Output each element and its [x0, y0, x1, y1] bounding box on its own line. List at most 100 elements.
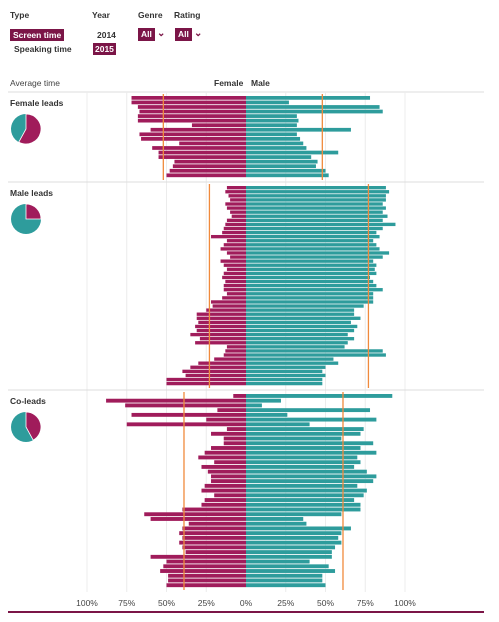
- female-bar: [223, 263, 246, 267]
- male-bar: [246, 218, 383, 222]
- male-bar: [246, 394, 393, 398]
- female-bar: [223, 288, 246, 292]
- male-bar: [246, 507, 361, 512]
- type-option-speaking-time[interactable]: Speaking time: [14, 44, 72, 54]
- male-bar: [246, 332, 348, 337]
- female-bar: [223, 283, 246, 288]
- male-bar: [246, 479, 374, 484]
- female-bar: [226, 186, 246, 190]
- genre-select[interactable]: All: [138, 28, 155, 41]
- male-bar: [246, 234, 380, 239]
- female-bar: [199, 337, 246, 341]
- rating-select[interactable]: All: [175, 28, 192, 41]
- male-bar: [246, 214, 388, 218]
- male-bar: [246, 573, 323, 578]
- male-bar: [246, 408, 371, 413]
- male-bar: [246, 483, 358, 488]
- female-bar: [158, 155, 246, 159]
- female-bar: [139, 132, 246, 137]
- genre-chevron-down-icon[interactable]: ⌄: [157, 28, 166, 39]
- male-bar: [246, 531, 342, 536]
- male-bar: [246, 118, 299, 123]
- male-bar: [246, 464, 355, 469]
- female-bar: [222, 296, 246, 300]
- female-bar: [150, 517, 246, 521]
- year-option-2015[interactable]: 2015: [93, 43, 116, 55]
- male-bar: [246, 436, 342, 441]
- male-bar: [246, 96, 371, 100]
- female-bar: [201, 464, 246, 469]
- female-bar: [106, 398, 246, 403]
- female-bar: [131, 412, 246, 417]
- male-bar: [246, 127, 351, 132]
- type-option-screen-time[interactable]: Screen time: [10, 29, 65, 41]
- female-bar: [211, 234, 246, 239]
- female-bar: [174, 159, 246, 164]
- male-bar: [246, 259, 374, 263]
- male-bar: [246, 168, 326, 173]
- female-bar: [204, 483, 246, 488]
- male-bar: [246, 296, 374, 300]
- male-bar: [246, 412, 288, 417]
- male-bar: [246, 300, 374, 304]
- female-bar: [160, 569, 246, 573]
- female-bar: [222, 275, 246, 280]
- female-bar: [182, 545, 246, 550]
- male-bar: [246, 312, 355, 316]
- female-bar: [206, 308, 246, 312]
- male-bar: [246, 455, 358, 460]
- female-bar: [225, 279, 246, 284]
- female-bar: [179, 531, 246, 536]
- male-bar: [246, 186, 386, 190]
- male-bar: [246, 498, 355, 502]
- female-bar: [182, 369, 246, 374]
- female-bar: [163, 564, 246, 569]
- female-bar: [214, 357, 246, 361]
- female-bar: [195, 341, 246, 345]
- male-bar: [246, 493, 364, 498]
- male-bar: [246, 239, 374, 243]
- type-label: Type: [10, 10, 30, 20]
- female-bar: [198, 361, 246, 365]
- female-bar: [225, 202, 246, 206]
- x-tick-label: 100%: [394, 598, 416, 608]
- male-bar: [246, 190, 390, 194]
- pie-female-slice: [18, 113, 42, 145]
- panel-label-co-leads: Co-leads: [10, 396, 46, 406]
- male-bar: [246, 349, 383, 353]
- female-bar: [211, 446, 246, 450]
- female-bar: [231, 214, 246, 218]
- male-bar: [246, 545, 336, 550]
- female-bar: [211, 431, 246, 436]
- male-bar: [246, 469, 367, 474]
- x-tick-label: 25%: [277, 598, 294, 608]
- female-bar: [230, 210, 246, 214]
- rating-chevron-down-icon[interactable]: ⌄: [194, 28, 203, 39]
- female-bar: [166, 377, 246, 382]
- male-bar: [246, 202, 383, 206]
- male-bar: [246, 502, 361, 507]
- male-bar: [246, 109, 383, 114]
- pie-female-slice: [25, 411, 42, 441]
- male-bar: [246, 114, 297, 118]
- male-bar: [246, 324, 358, 329]
- male-header: Male: [251, 78, 270, 88]
- female-bar: [223, 436, 246, 441]
- female-bar: [185, 550, 246, 555]
- female-bar: [179, 141, 246, 146]
- female-bar: [217, 408, 246, 413]
- male-bar: [246, 328, 355, 333]
- female-bar: [226, 345, 246, 349]
- female-bar: [168, 578, 246, 583]
- male-bar: [246, 164, 316, 169]
- female-bar: [168, 573, 246, 578]
- female-header: Female: [214, 78, 244, 88]
- female-bar: [222, 230, 246, 235]
- male-bar: [246, 422, 310, 427]
- male-bar: [246, 230, 377, 235]
- x-tick-label: 25%: [198, 598, 215, 608]
- male-bar: [246, 100, 289, 105]
- year-option-2014[interactable]: 2014: [97, 30, 116, 40]
- x-tick-label: 50%: [317, 598, 334, 608]
- male-bar: [246, 474, 377, 479]
